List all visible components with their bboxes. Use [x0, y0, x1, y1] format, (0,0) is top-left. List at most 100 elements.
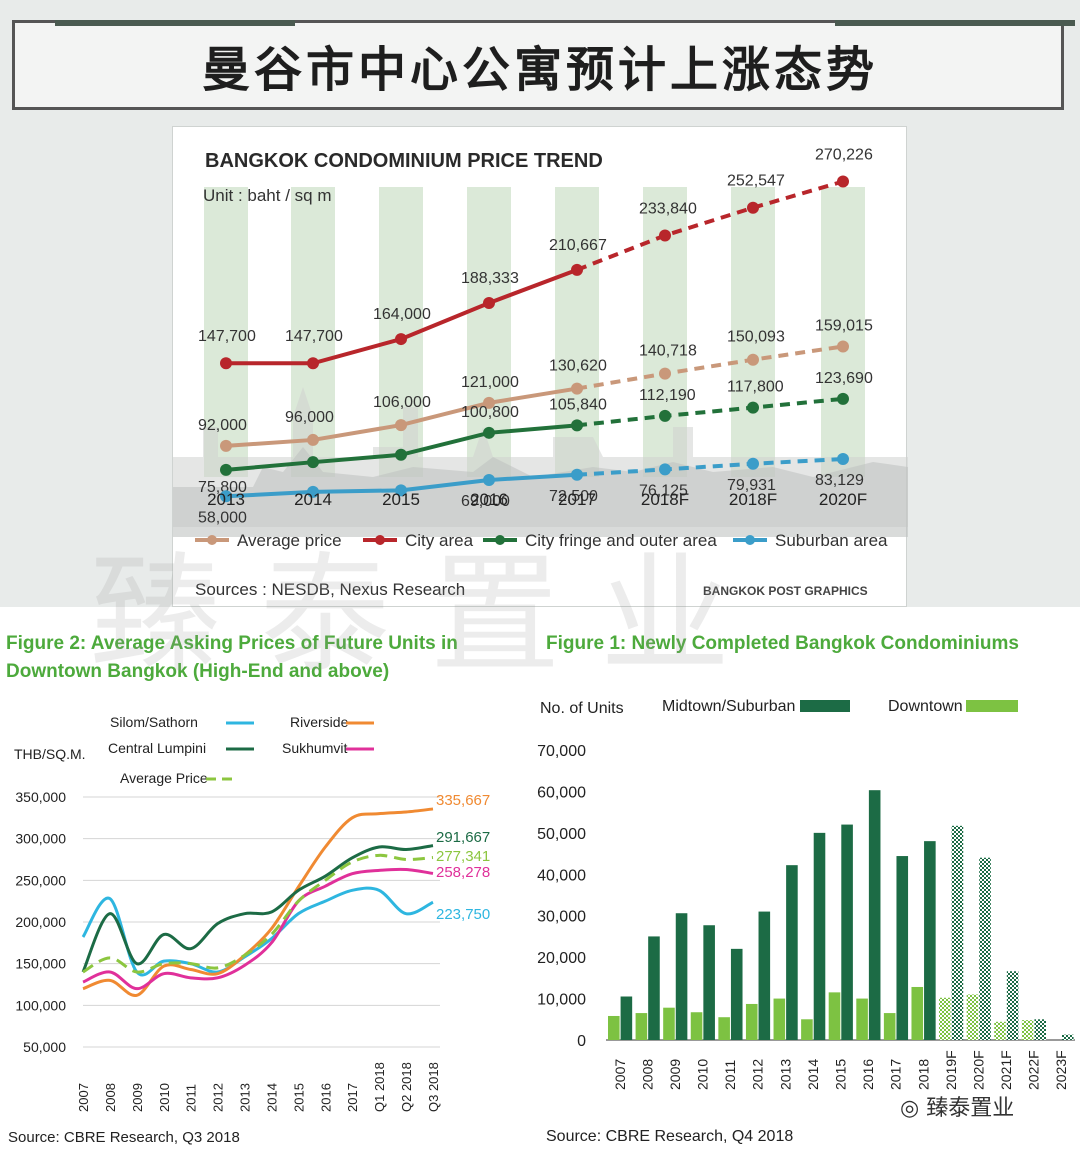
end-value-label: 277,341 [436, 848, 490, 865]
data-label: 76,125 [639, 482, 688, 499]
data-label: 100,800 [461, 404, 519, 421]
data-label: 75,800 [198, 479, 247, 496]
data-label: 270,226 [815, 146, 873, 163]
y-tick-label: 70,000 [537, 743, 586, 760]
legend-label: Suburban area [775, 531, 888, 550]
legend-label: Downtown [888, 698, 963, 715]
x-tick-label: 2007 [612, 1059, 628, 1090]
chart1-title: BANGKOK CONDOMINIUM PRICE TREND [205, 150, 603, 172]
bar-midtown-suburban [868, 790, 881, 1040]
y-tick-label: 150,000 [15, 956, 66, 972]
year-band [821, 187, 865, 477]
x-tick-label: 2017 [888, 1059, 904, 1090]
data-point [747, 201, 759, 214]
bar-downtown [994, 1021, 1006, 1040]
asking-price-chart: Figure 2: Average Asking Prices of Futur… [6, 633, 490, 1146]
x-tick-label: 2018F [641, 490, 689, 509]
bar-midtown-suburban [896, 856, 909, 1040]
bar-downtown [745, 1003, 758, 1040]
data-label: 140,718 [639, 343, 697, 360]
bar-downtown [883, 1013, 896, 1040]
data-label: 164,000 [373, 306, 431, 323]
data-point [395, 333, 407, 346]
legend-marker [495, 535, 505, 545]
chart1-unit-label: Unit : baht / sq m [203, 186, 332, 205]
chart2-ylabel: THB/SQ.M. [14, 746, 86, 762]
data-point [659, 229, 671, 242]
bar-downtown [939, 997, 951, 1040]
bar-midtown-suburban [951, 825, 964, 1040]
x-tick-label: 2018F [729, 490, 777, 509]
legend-label: City area [405, 531, 474, 550]
x-tick-label: 2011 [722, 1060, 738, 1090]
data-label: 188,333 [461, 270, 519, 287]
footer-brand: ◎ 臻泰置业 [900, 1090, 1014, 1122]
legend-marker [375, 535, 385, 545]
data-point [747, 353, 759, 366]
bar-midtown-suburban [1061, 1034, 1074, 1040]
bar-midtown-suburban [703, 925, 715, 1040]
data-label: 83,129 [815, 472, 864, 489]
x-tick-label: 2015 [291, 1083, 306, 1112]
legend-swatch [966, 700, 1018, 712]
bar-downtown [828, 992, 841, 1040]
completed-units-chart: Figure 1: Newly Completed Bangkok Condom… [537, 633, 1075, 1145]
x-tick-label: 2016 [318, 1083, 333, 1112]
x-tick-label: 2015 [382, 490, 420, 509]
x-tick-label: 2018 [915, 1059, 931, 1090]
x-tick-label: 2016 [470, 490, 508, 509]
bar-downtown [801, 1019, 813, 1040]
end-value-label: 258,278 [436, 864, 490, 881]
data-point [395, 484, 407, 497]
data-point [307, 485, 319, 498]
y-tick-label: 100,000 [15, 997, 66, 1013]
data-point [220, 463, 232, 476]
y-tick-label: 0 [577, 1033, 586, 1050]
y-tick-label: 250,000 [15, 872, 66, 888]
x-tick-label: 2013 [238, 1083, 253, 1112]
data-point [571, 419, 583, 432]
end-value-label: 291,667 [436, 829, 490, 846]
legend-label: Central Lumpini [108, 740, 206, 756]
x-tick-label: 2019F [943, 1050, 959, 1090]
legend-label: Midtown/Suburban [662, 698, 795, 715]
bar-midtown-suburban [730, 948, 743, 1040]
bar-downtown [911, 986, 924, 1040]
data-label: 123,690 [815, 370, 873, 387]
price-trend-chart: BANGKOK CONDOMINIUM PRICE TREND Unit : ba… [173, 146, 908, 599]
data-label: 121,000 [461, 374, 519, 391]
data-point [659, 409, 671, 422]
data-label: 150,093 [727, 329, 785, 346]
legend-label: Silom/Sathorn [110, 714, 198, 730]
legend-label: City fringe and outer area [525, 531, 717, 550]
page-title: 曼谷市中心公寓预计上涨态势 [201, 42, 878, 98]
legend-swatch [800, 700, 850, 712]
x-tick-label: 2012 [211, 1083, 226, 1112]
chart1-credit: BANGKOK POST GRAPHICS [703, 584, 868, 598]
x-tick-label: 2017 [558, 490, 596, 509]
bar-downtown [966, 994, 979, 1040]
bar-downtown [773, 998, 786, 1040]
data-point [837, 392, 849, 405]
x-tick-label: Q3 2018 [426, 1062, 441, 1112]
wechat-icon: ◎ [900, 1096, 920, 1121]
chart1-source: Sources : NESDB, Nexus Research [195, 580, 465, 599]
data-label: 117,800 [727, 379, 784, 396]
x-tick-label: 2008 [639, 1059, 655, 1090]
watermark: 臻泰置业 [90, 539, 771, 691]
chart3-source: Source: CBRE Research, Q4 2018 [546, 1128, 793, 1145]
data-label: 96,000 [285, 409, 334, 426]
x-tick-label: 2014 [294, 490, 332, 509]
end-value-label: 335,667 [436, 792, 490, 809]
data-label: 58,000 [198, 509, 247, 526]
x-tick-label: 2010 [157, 1083, 172, 1112]
data-point [220, 490, 232, 503]
bar-midtown-suburban [648, 936, 660, 1040]
bar-midtown-suburban [786, 865, 798, 1040]
data-point [220, 439, 232, 452]
data-label: 233,840 [639, 200, 697, 217]
bar-downtown [663, 1007, 675, 1040]
data-label: 147,700 [285, 328, 343, 345]
bar-midtown-suburban [813, 832, 826, 1040]
data-point [307, 456, 319, 469]
